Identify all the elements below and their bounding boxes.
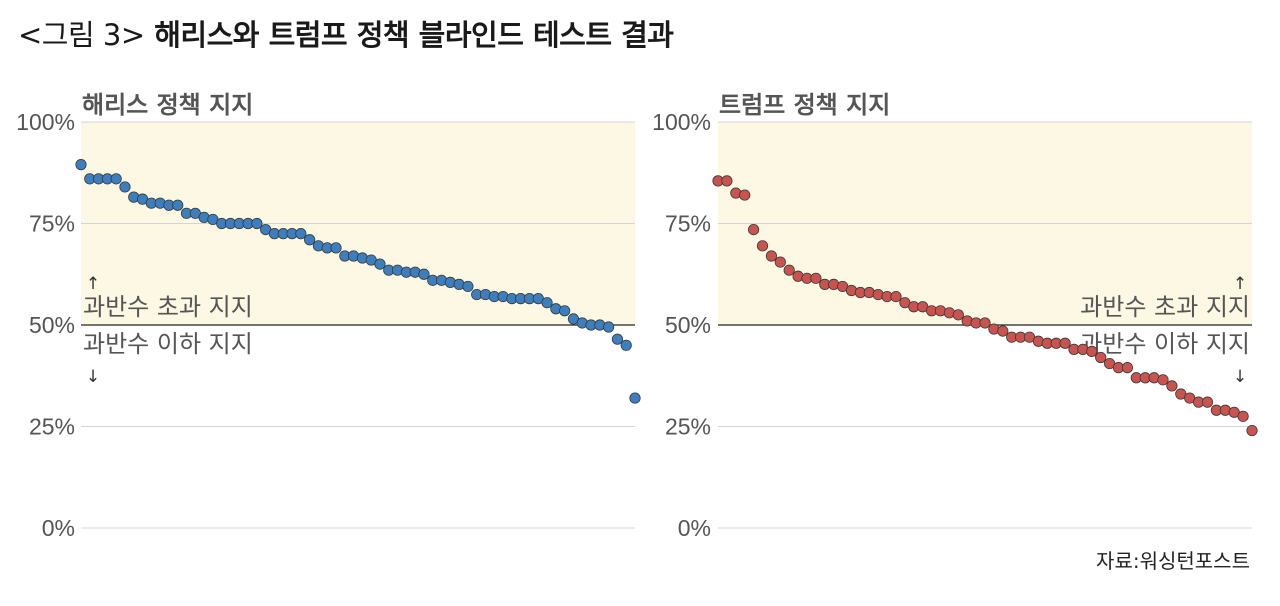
data-point (1095, 351, 1107, 364)
source-note: 자료:워싱턴포스트 (1096, 549, 1250, 573)
y-tick-label: 50% (29, 312, 75, 338)
figure-number: <그림 3> (18, 18, 145, 52)
data-point (952, 309, 964, 321)
data-point (1246, 424, 1258, 437)
data-point (462, 280, 474, 293)
y-tick-label: 100% (16, 109, 75, 135)
data-point (997, 325, 1009, 337)
y-tick-label: 25% (665, 414, 711, 440)
data-point (810, 272, 822, 284)
above-majority-label: 과반수 초과 지지 (1080, 293, 1250, 321)
y-tick-label: 100% (652, 109, 711, 135)
above-majority-label: 과반수 초과 지지 (83, 293, 253, 321)
y-tick-label: 0% (42, 515, 75, 541)
y-tick-label: 0% (678, 515, 711, 541)
data-point (890, 290, 902, 303)
y-tick-label: 75% (665, 211, 711, 237)
data-point (1059, 337, 1071, 349)
below-majority-label: 과반수 이하 지지 (83, 330, 253, 358)
data-point (374, 258, 386, 270)
data-point (629, 392, 641, 404)
data-point (783, 264, 795, 276)
data-point (1121, 362, 1134, 374)
data-point (774, 256, 786, 268)
down-arrow-icon: ↓ (1233, 367, 1247, 387)
data-point (756, 240, 769, 252)
below-majority-label: 과반수 이하 지지 (1080, 330, 1250, 358)
data-point (611, 333, 624, 345)
data-point (1157, 374, 1169, 386)
figure-title: 해리스와 트럼프 정책 블라인드 테스트 결과 (154, 18, 674, 52)
up-arrow-icon: ↑ (1233, 274, 1247, 294)
data-point (418, 268, 430, 280)
data-point (172, 199, 184, 211)
up-arrow-icon: ↑ (86, 274, 100, 294)
data-point (541, 297, 553, 309)
data-point (119, 181, 131, 193)
data-point (739, 189, 751, 201)
data-point (603, 321, 615, 333)
data-point (330, 242, 342, 254)
data-point (979, 317, 991, 329)
data-point (559, 305, 571, 317)
data-point (721, 175, 733, 187)
data-point (620, 339, 632, 351)
data-point (747, 223, 760, 236)
data-point (304, 234, 316, 246)
data-point (251, 217, 263, 230)
panel-title: 트럼프 정책 지지 (719, 91, 890, 119)
data-point (765, 250, 778, 262)
data-point (295, 228, 307, 240)
y-tick-label: 75% (29, 211, 75, 237)
data-point (1166, 380, 1178, 392)
data-point (110, 173, 122, 185)
y-tick-label: 50% (665, 312, 711, 338)
down-arrow-icon: ↓ (86, 367, 100, 387)
y-tick-label: 25% (29, 414, 75, 440)
page-title: <그림 3> 해리스와 트럼프 정책 블라인드 테스트 결과 (18, 12, 674, 54)
panel-title: 해리스 정책 지지 (82, 91, 253, 119)
data-point (1201, 396, 1214, 408)
data-point (1237, 410, 1249, 422)
data-point (1086, 345, 1098, 357)
data-point (75, 159, 87, 171)
